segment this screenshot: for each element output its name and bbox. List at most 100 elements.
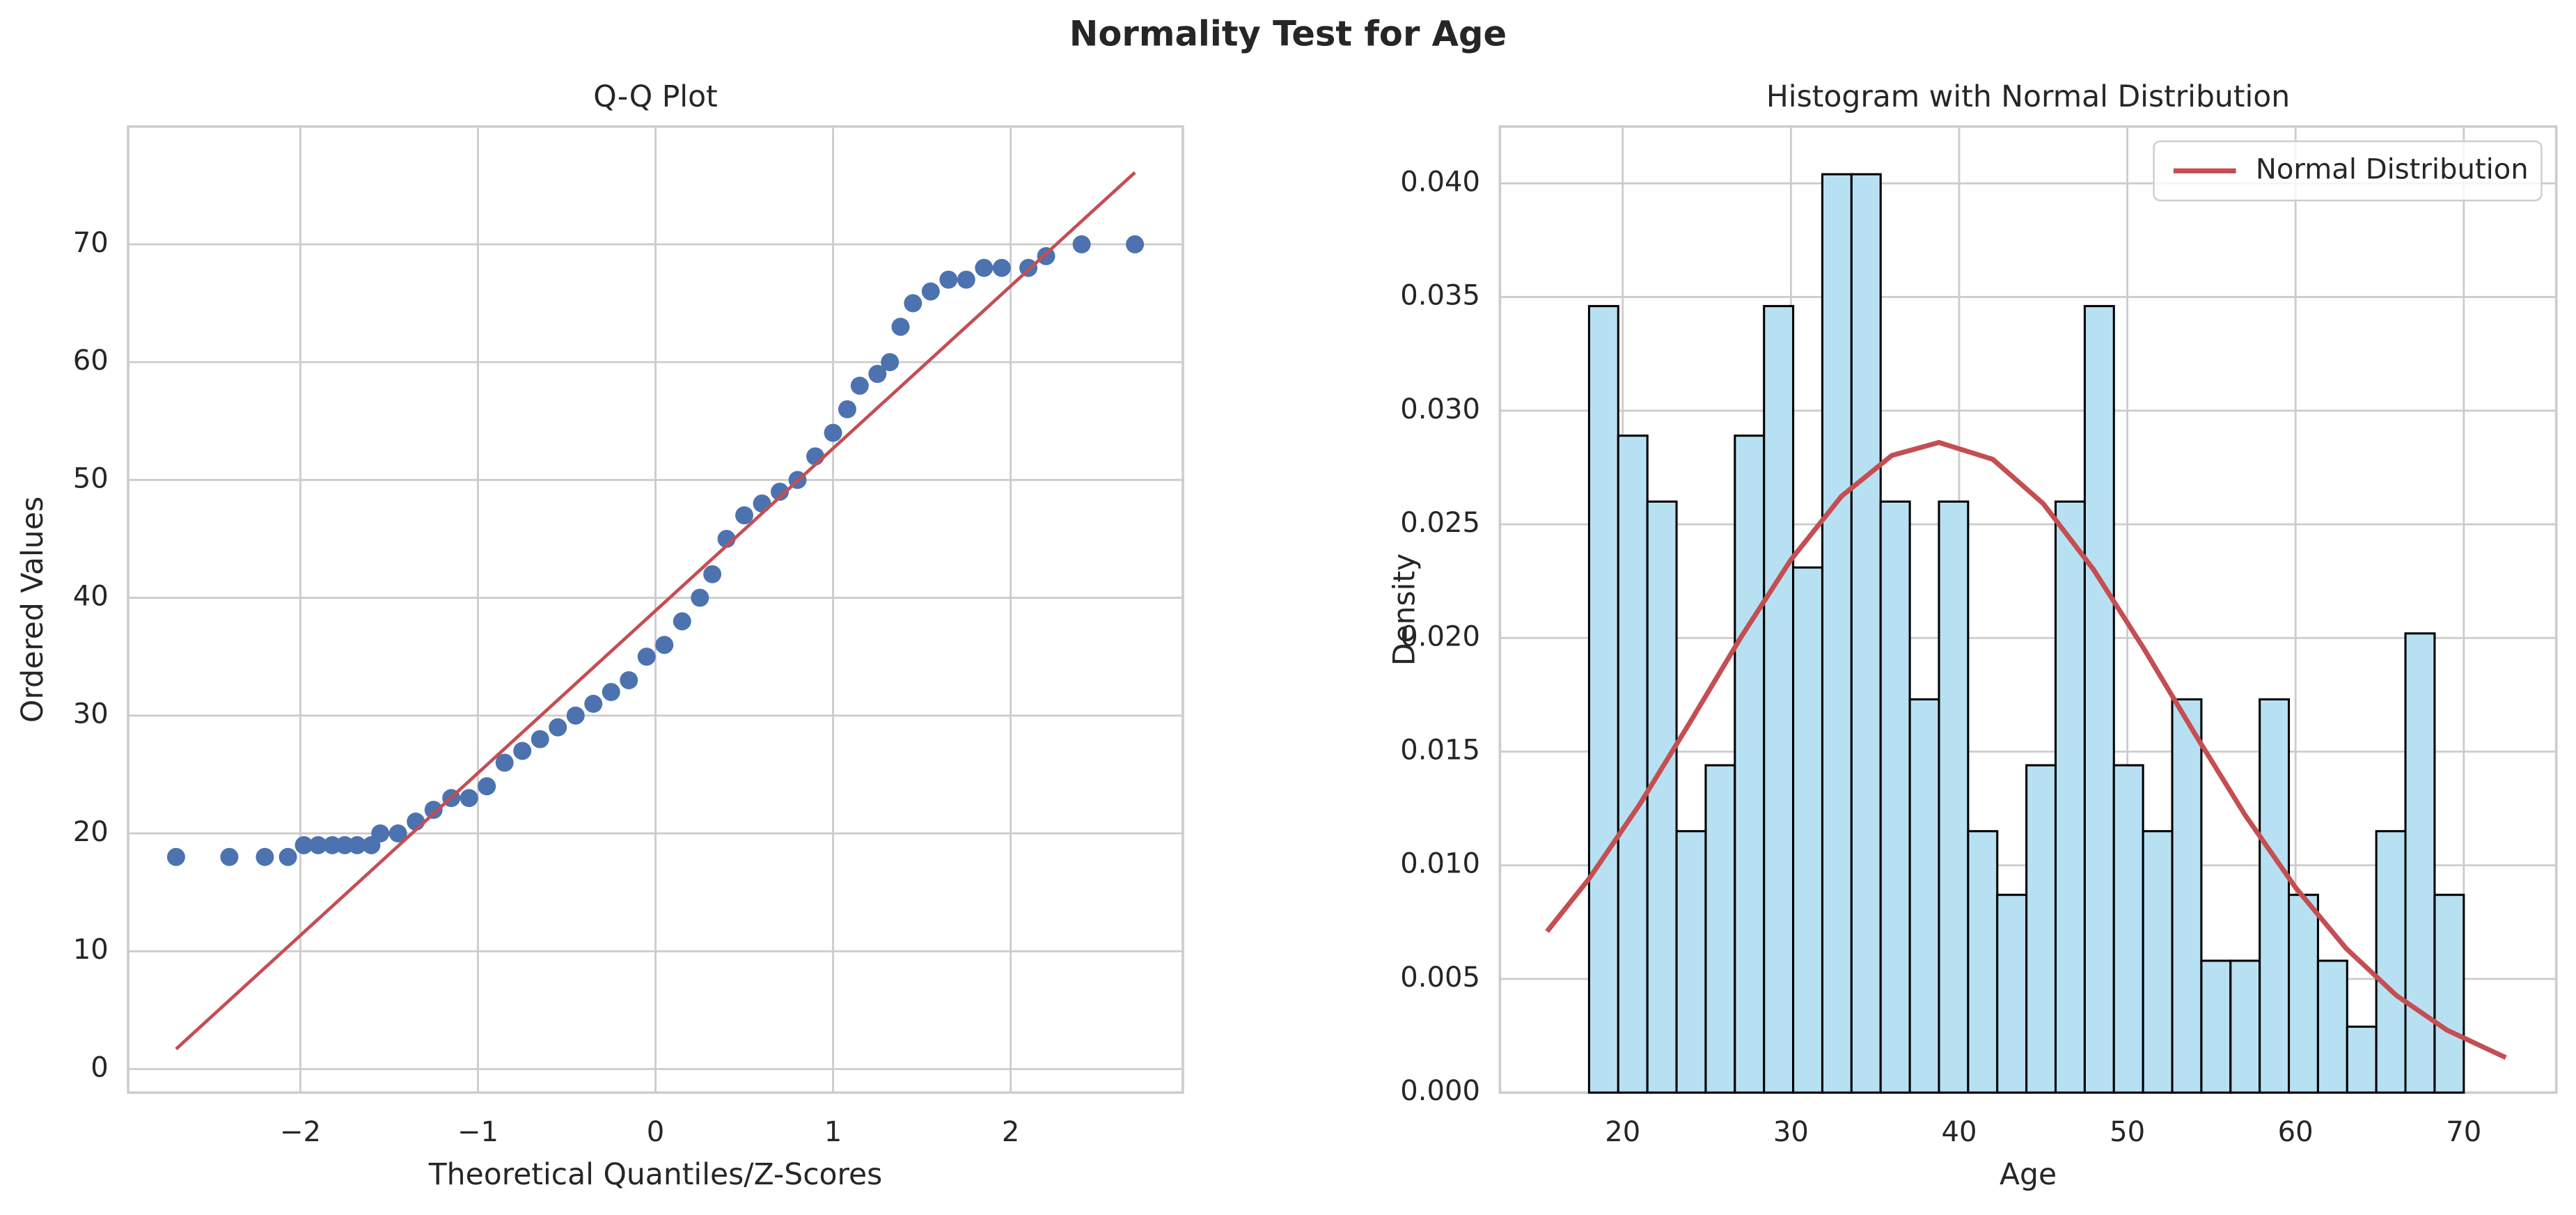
x-tick-label: 1 (824, 1116, 842, 1148)
x-tick-label: 70 (2446, 1116, 2481, 1148)
scatter-point (904, 294, 922, 313)
y-tick-label: 0.020 (1400, 620, 1480, 652)
scatter-point (256, 847, 274, 866)
figure-title: Normality Test for Age (1069, 13, 1507, 54)
y-tick-label: 0.015 (1400, 734, 1480, 766)
line-series (175, 171, 1136, 1051)
y-tick-label: 0.030 (1400, 393, 1480, 425)
scatter-point (478, 777, 496, 796)
y-tick-label: 0.000 (1400, 1075, 1480, 1107)
y-tick-label: 50 (73, 462, 109, 494)
scatter-point (703, 565, 722, 583)
histogram-bar (1967, 830, 1999, 1094)
histogram-bar (2287, 893, 2319, 1094)
histogram-bar (2054, 500, 2086, 1094)
y-tick-label: 0.025 (1400, 507, 1480, 539)
histogram-bar (1879, 500, 1911, 1094)
y-axis-label: Ordered Values (16, 496, 50, 723)
scatter-point (388, 824, 407, 842)
x-tick-label: 30 (1773, 1116, 1809, 1148)
scatter-point (531, 730, 549, 748)
scatter-point (348, 836, 367, 854)
histogram-bar (1792, 566, 1824, 1094)
x-tick-label: 2 (1002, 1116, 1020, 1148)
scatter-point (921, 282, 940, 301)
scatter-point (460, 789, 478, 808)
histogram-bar (2433, 893, 2465, 1094)
histogram-bar (2259, 698, 2291, 1094)
scatter-point (881, 353, 900, 372)
scatter-point (566, 706, 585, 725)
scatter-point (891, 318, 910, 336)
histogram-bar (2404, 632, 2436, 1094)
scatter-point (323, 836, 342, 854)
y-tick-label: 30 (73, 698, 109, 730)
x-tick-label: 60 (2278, 1116, 2314, 1148)
scatter-point (294, 836, 313, 854)
scatter-point (371, 824, 390, 842)
scatter-point (637, 648, 656, 666)
y-tick-label: 0.005 (1400, 962, 1480, 994)
scatter-point (957, 270, 975, 289)
scatter-point (220, 847, 239, 866)
scatter-point (655, 636, 674, 654)
histogram-bar (1704, 764, 1736, 1094)
histogram-bar (2171, 698, 2203, 1094)
histogram-bar (1908, 698, 1940, 1094)
histogram-bar (1646, 500, 1678, 1094)
x-axis-label: Theoretical Quantiles/Z-Scores (428, 1158, 883, 1192)
histogram-bar (2200, 959, 2232, 1094)
histogram-bar (1938, 500, 1970, 1094)
y-tick-label: 0 (91, 1051, 109, 1083)
scatter-point (336, 836, 354, 854)
scatter-point (602, 682, 620, 701)
histogram-bar (2142, 830, 2174, 1094)
scatter-point (308, 836, 327, 854)
y-tick-label: 60 (73, 345, 109, 377)
histogram-bar (2316, 959, 2348, 1094)
x-tick-label: 50 (2110, 1116, 2145, 1148)
scatter-point (939, 270, 958, 289)
y-tick-label: 0.035 (1400, 280, 1480, 312)
scatter-point (278, 847, 297, 866)
x-tick-label: 40 (1941, 1116, 1977, 1148)
scatter-point (691, 588, 709, 607)
histogram-bar (1617, 434, 1649, 1094)
scatter-point (868, 365, 887, 384)
histogram-bar (2229, 959, 2261, 1094)
x-tick-label: −1 (457, 1116, 498, 1148)
scatter-point (824, 423, 842, 442)
x-tick-label: 0 (647, 1116, 665, 1148)
scatter-point (424, 801, 443, 820)
scatter-point (850, 376, 869, 395)
chart-title: Histogram with Normal Distribution (1766, 80, 2290, 114)
y-tick-label: 0.010 (1400, 848, 1480, 880)
scatter-point (549, 718, 567, 737)
histogram-bar (1821, 173, 1853, 1094)
y-axis-label: Density (1388, 554, 1422, 666)
x-tick-label: 20 (1605, 1116, 1640, 1148)
y-tick-label: 0.040 (1400, 166, 1480, 198)
scatter-point (992, 258, 1011, 277)
line-series (1545, 439, 2507, 1060)
y-tick-label: 70 (73, 227, 109, 259)
histogram-bar (1996, 893, 2028, 1094)
histogram-bar (2025, 764, 2057, 1094)
scatter-point (1072, 235, 1091, 253)
scatter-point (753, 494, 771, 513)
histogram-bar (1587, 305, 1619, 1094)
scatter-point (735, 506, 754, 525)
scatter-point (838, 400, 856, 418)
scatter-point (620, 671, 638, 689)
histogram-bar (2346, 1025, 2378, 1094)
histogram-bar (1675, 830, 1707, 1094)
scatter-point (673, 612, 691, 631)
chart-title: Q-Q Plot (593, 80, 717, 114)
x-tick-label: −2 (280, 1116, 321, 1148)
histogram-bar (2112, 764, 2144, 1094)
legend-label: Normal Distribution (2256, 153, 2529, 185)
scatter-point (771, 483, 790, 501)
histogram-bar (2083, 305, 2115, 1094)
histogram-bar (1850, 173, 1882, 1094)
